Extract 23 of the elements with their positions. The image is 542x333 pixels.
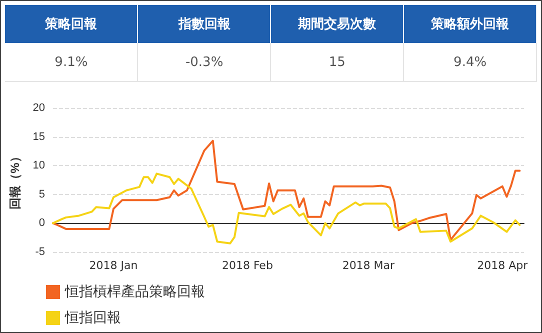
text: 9.1%	[54, 54, 88, 70]
legend-label: 恒指回報	[64, 310, 121, 326]
y-tick-label: 0	[38, 217, 45, 230]
y-tick-label: 5	[38, 188, 45, 200]
x-tick-label: 2018 Feb	[222, 259, 273, 272]
category-label: 策略回報	[5, 5, 138, 43]
category-label: 期間交易次數	[270, 5, 404, 43]
y-tick-label: -5	[35, 246, 45, 258]
legend-label: 恒指槓桿產品策略回報	[64, 284, 205, 300]
y-axis-title: 回報（%）	[8, 150, 22, 210]
y-tick-label: 15	[32, 130, 45, 143]
line-series	[52, 172, 521, 244]
category-label: 策略額外回報	[404, 5, 536, 43]
text: 15	[328, 54, 346, 70]
line-series	[52, 140, 521, 241]
text: 9.4%	[454, 54, 487, 70]
x-tick-label: 2018 Jan	[89, 259, 138, 272]
text: -0.3%	[185, 54, 224, 70]
y-tick-label: 10	[32, 160, 45, 172]
x-tick-label: 2018 Apr	[477, 259, 528, 272]
x-tick-label: 2018 Mar	[342, 259, 396, 272]
y-tick-label: 20	[32, 102, 45, 114]
category-label: 指數回報	[138, 5, 271, 43]
